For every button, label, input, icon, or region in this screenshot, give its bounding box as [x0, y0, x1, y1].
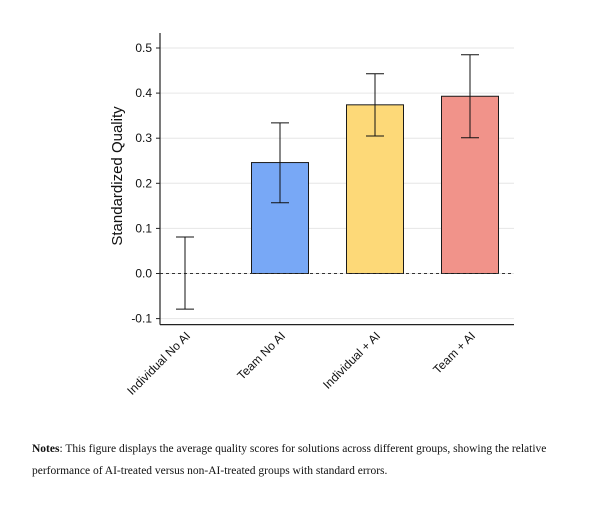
y-tick-label: 0.1: [135, 221, 152, 235]
x-tick-label: Individual + AI: [320, 329, 383, 392]
y-tick-label: 0.5: [135, 41, 152, 55]
y-tick-label: 0.0: [135, 267, 152, 281]
y-tick-labels: -0.1 0.0 0.1 0.2 0.3 0.4 0.5: [131, 41, 152, 326]
y-tick-label: -0.1: [131, 312, 152, 326]
notes-text: : This figure displays the average quali…: [32, 443, 547, 477]
x-tick-label: Individual No AI: [124, 329, 193, 398]
y-tick-label: 0.2: [135, 176, 152, 190]
axes: [156, 33, 514, 326]
figure-notes: Notes: This figure displays the average …: [32, 438, 577, 482]
y-axis-title: Standardized Quality: [109, 106, 126, 246]
gridlines: [160, 47, 514, 320]
notes-label: Notes: [32, 443, 60, 455]
y-tick-label: 0.4: [135, 86, 152, 100]
x-tick-label: Team + AI: [430, 329, 478, 377]
y-tick-label: 0.3: [135, 131, 152, 145]
bar-chart: -0.1 0.0 0.1 0.2 0.3 0.4 0.5 Individual No AI T…: [109, 33, 514, 398]
error-bars: [176, 54, 479, 310]
x-tick-label: Team No AI: [234, 329, 288, 383]
x-tick-labels: Individual No AI Team No AI Individual + A…: [124, 329, 478, 398]
